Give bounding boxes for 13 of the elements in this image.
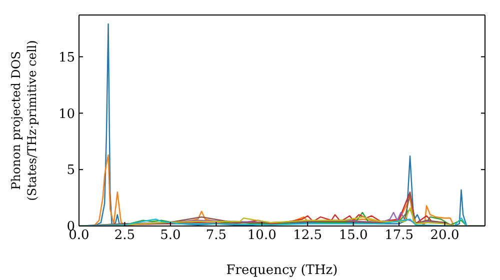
x-tick-label: 2.5 (114, 228, 136, 244)
y-tick-label: 10 (58, 106, 75, 122)
x-tick-label: 7.5 (206, 228, 227, 244)
y-tick-label: 15 (58, 50, 75, 66)
x-tick-label: 17.5 (384, 228, 414, 244)
y-tick-label: 5 (66, 163, 75, 178)
x-tick-label: 20.0 (430, 228, 460, 244)
x-tick-label: 12.5 (293, 228, 322, 244)
x-tick-label: 15.0 (338, 228, 368, 244)
y-axis-title: Phonon projected DOS (States/THz·primitive cell) (9, 40, 39, 201)
x-tick-label: 5.0 (160, 228, 181, 244)
x-axis-title: Frequency (THz) (226, 263, 338, 278)
x-tick-label: 10.0 (247, 228, 276, 244)
